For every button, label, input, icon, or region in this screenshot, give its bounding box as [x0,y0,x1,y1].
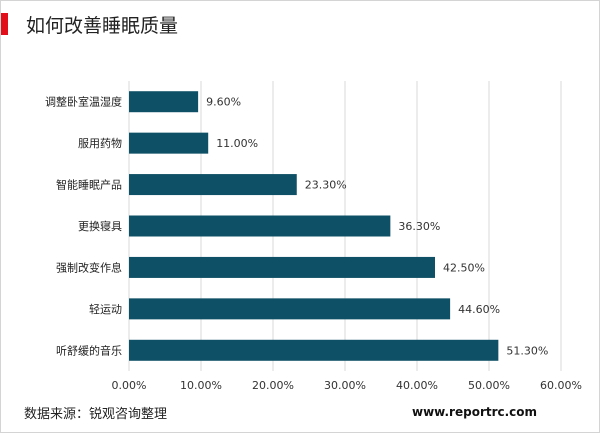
data-label: 51.30% [506,344,548,357]
data-label: 44.60% [458,303,500,316]
x-tick-label: 40.00% [396,379,438,392]
category-label: 强制改变作息 [56,260,122,274]
category-label: 服用药物 [78,136,122,150]
website-url: www.reportrc.com [412,405,538,419]
x-tick-label: 20.00% [252,379,294,392]
bar [129,215,391,237]
bar [129,91,199,113]
x-tick-label: 0.00% [112,379,147,392]
data-label: 9.60% [206,96,241,109]
bar [129,174,297,196]
data-label: 42.50% [443,261,485,274]
bar [129,339,499,361]
bar [129,132,209,154]
labels: 0.00% 10.00% 20.00% 30.00% 40.00% 50.00% 60.00… [45,95,582,392]
data-label: 36.30% [398,220,440,233]
bar [129,298,451,320]
x-tick-label: 60.00% [540,379,582,392]
x-tick-label: 10.00% [180,379,222,392]
bar [129,256,435,278]
data-label: 11.00% [216,137,258,150]
category-label: 智能睡眠产品 [56,178,122,192]
x-tick-label: 30.00% [324,379,366,392]
x-tick-label: 50.00% [468,379,510,392]
bars [129,91,499,361]
data-source-note: 数据来源：锐观咨询整理 [24,407,168,422]
category-label: 调整卧室温湿度 [45,95,122,109]
category-label: 轻运动 [89,302,122,316]
category-label: 更换寝具 [78,219,122,233]
category-label: 听舒缓的音乐 [56,343,122,357]
title-accent-bar [1,13,8,35]
data-label: 23.30% [305,179,347,192]
chart-title: 如何改善睡眠质量 [26,15,179,37]
